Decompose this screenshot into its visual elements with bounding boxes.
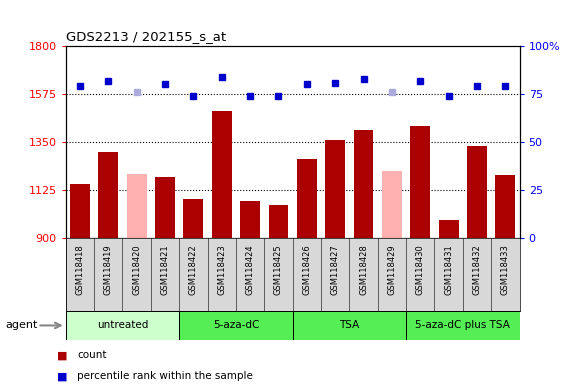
Text: TSA: TSA xyxy=(339,320,360,331)
Text: GSM118426: GSM118426 xyxy=(302,244,311,295)
Text: GSM118430: GSM118430 xyxy=(416,244,425,295)
Bar xyxy=(70,184,90,238)
Bar xyxy=(179,311,292,340)
Text: 5-aza-dC plus TSA: 5-aza-dC plus TSA xyxy=(416,320,510,331)
Bar xyxy=(293,311,406,340)
Text: GDS2213 / 202155_s_at: GDS2213 / 202155_s_at xyxy=(66,30,226,43)
Text: GSM118429: GSM118429 xyxy=(388,244,396,295)
Text: GSM118431: GSM118431 xyxy=(444,244,453,295)
Bar xyxy=(155,177,175,238)
Bar xyxy=(212,111,232,238)
Bar xyxy=(325,140,345,238)
Text: GSM118425: GSM118425 xyxy=(274,244,283,295)
Bar xyxy=(66,311,179,340)
Text: 5-aza-dC: 5-aza-dC xyxy=(213,320,259,331)
Text: GSM118418: GSM118418 xyxy=(75,244,85,295)
Bar xyxy=(496,175,516,238)
Bar xyxy=(467,146,487,238)
Bar xyxy=(353,130,373,238)
Bar xyxy=(411,126,430,238)
Text: GSM118422: GSM118422 xyxy=(189,244,198,295)
Text: GSM118420: GSM118420 xyxy=(132,244,141,295)
Text: GSM118428: GSM118428 xyxy=(359,244,368,295)
Bar xyxy=(297,159,317,238)
Bar xyxy=(98,152,118,238)
Text: GSM118421: GSM118421 xyxy=(160,244,170,295)
Bar xyxy=(406,311,520,340)
Text: ■: ■ xyxy=(57,371,67,381)
Text: GSM118432: GSM118432 xyxy=(473,244,481,295)
Text: GSM118427: GSM118427 xyxy=(331,244,340,295)
Bar xyxy=(439,220,459,238)
Text: GSM118423: GSM118423 xyxy=(217,244,226,295)
Bar xyxy=(127,174,147,238)
Text: GSM118433: GSM118433 xyxy=(501,244,510,295)
Bar xyxy=(183,199,203,238)
Bar xyxy=(382,171,402,238)
Bar xyxy=(240,201,260,238)
Bar xyxy=(268,205,288,238)
Text: GSM118424: GSM118424 xyxy=(246,244,255,295)
Text: count: count xyxy=(77,350,107,360)
Text: untreated: untreated xyxy=(96,320,148,331)
Text: ■: ■ xyxy=(57,350,67,360)
Text: GSM118419: GSM118419 xyxy=(104,244,112,295)
Text: agent: agent xyxy=(6,320,38,331)
Text: percentile rank within the sample: percentile rank within the sample xyxy=(77,371,253,381)
